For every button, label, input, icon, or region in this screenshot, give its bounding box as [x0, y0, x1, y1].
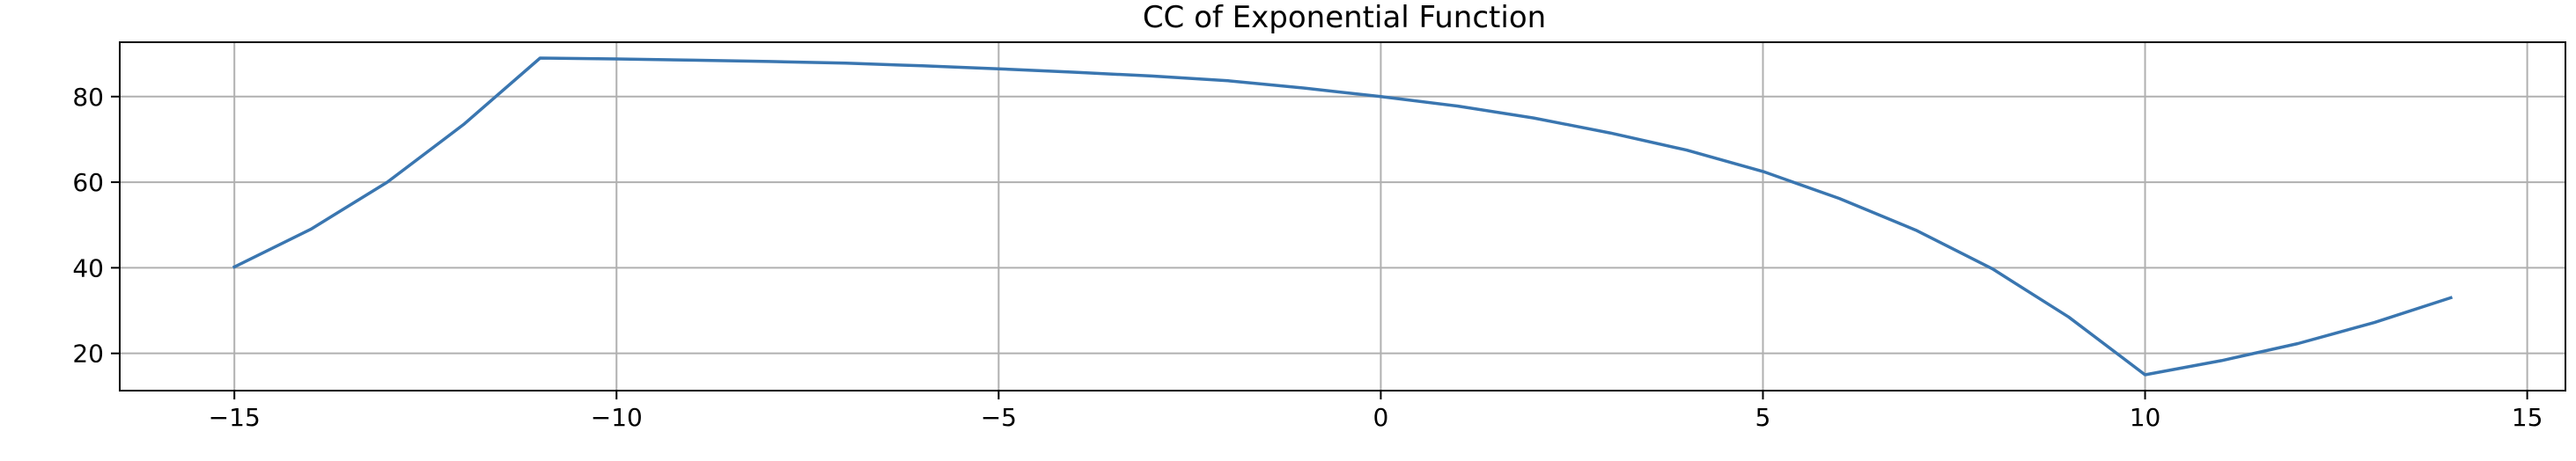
y-tick-label: 20 [72, 340, 104, 369]
x-tick-label: 5 [1755, 403, 1771, 432]
x-tick-label: −5 [981, 403, 1017, 432]
x-tick-label: −10 [591, 403, 643, 432]
series-line [232, 56, 2454, 377]
axis-ticks: −15 −10 −5 0 5 10 15 20 40 60 80 [72, 83, 2543, 432]
chart-title: CC of Exponential Function [1143, 0, 1546, 35]
grid-lines [120, 42, 2565, 391]
y-tick-label: 40 [72, 253, 104, 282]
x-tick-label: 10 [2130, 403, 2161, 432]
y-tick-label: 80 [72, 83, 104, 112]
x-tick-label: −15 [209, 403, 261, 432]
y-tick-label: 60 [72, 168, 104, 197]
x-tick-label: 0 [1373, 403, 1388, 432]
series-lines [232, 56, 2454, 377]
plot-area-frame [119, 41, 2566, 391]
x-tick-label: 15 [2512, 403, 2543, 432]
